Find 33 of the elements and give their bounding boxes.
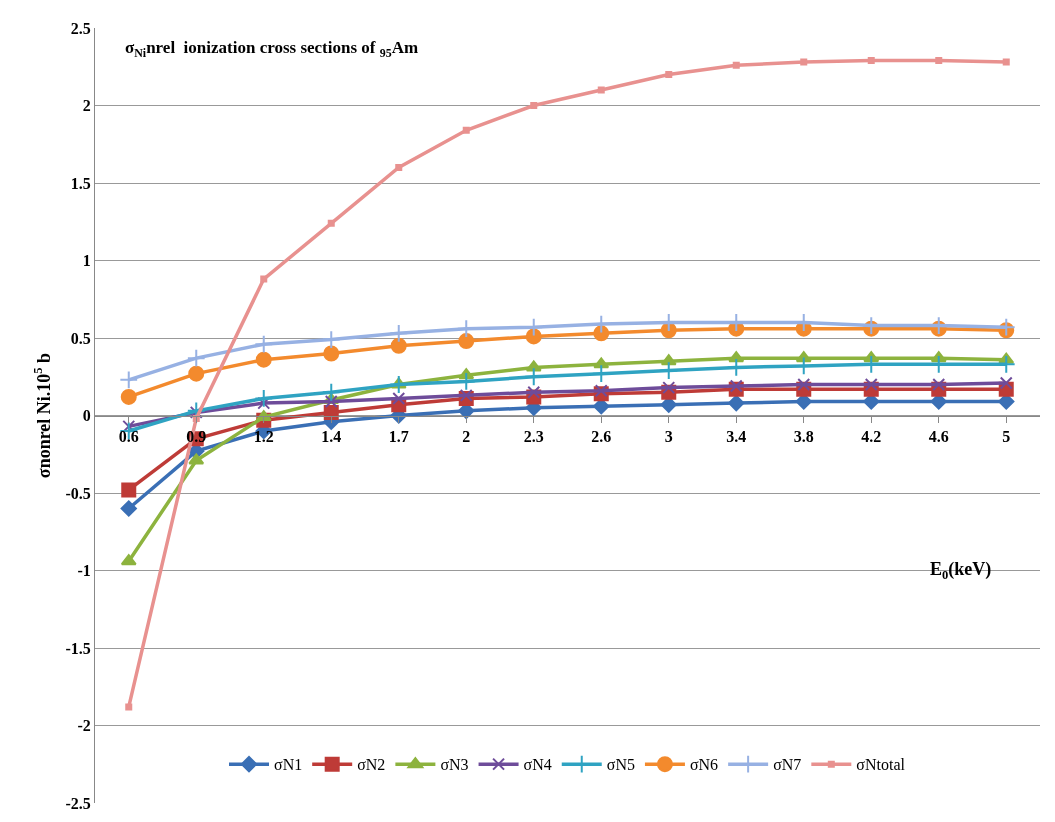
x-tick-label: 3 xyxy=(664,427,673,445)
x-tick-label: 1.4 xyxy=(321,427,342,445)
x-tick-label: 2.6 xyxy=(591,427,612,445)
legend-label: σN3 xyxy=(440,756,469,774)
y-tick-label: 2 xyxy=(82,97,91,115)
legend-label: σN2 xyxy=(357,756,386,774)
x-tick-label: 3.8 xyxy=(793,427,814,445)
legend-label: σN5 xyxy=(606,756,635,774)
x-tick-label: 4.6 xyxy=(928,427,949,445)
y-tick-label: -2.5 xyxy=(65,794,91,812)
x-tick-label: 4.2 xyxy=(861,427,882,445)
legend-label: σN1 xyxy=(274,756,303,774)
x-tick-label: 0.6 xyxy=(118,427,139,445)
y-tick-label: 1.5 xyxy=(70,174,91,192)
y-tick-label: 2.5 xyxy=(70,19,91,37)
y-tick-label: -1 xyxy=(77,562,91,580)
x-tick-label: 2 xyxy=(462,427,471,445)
legend-label: σN6 xyxy=(689,756,719,774)
x-tick-label: 2.3 xyxy=(523,427,544,445)
y-tick-label: 0 xyxy=(82,407,91,425)
text: σ$_{Ni}$nrel ionization cross sections of $_{95}$Am xyxy=(125,38,419,60)
y-tick-label: -1.5 xyxy=(65,639,91,657)
legend-label: σNtotal xyxy=(856,756,906,774)
y-tick-label: -0.5 xyxy=(65,484,91,502)
x-tick-label: 5 xyxy=(1002,427,1011,445)
x-tick-label: 1.7 xyxy=(388,427,409,445)
y-tick-label: -2 xyxy=(77,717,91,735)
y-tick-label: 0.5 xyxy=(70,329,91,347)
legend-label: σN4 xyxy=(523,756,552,774)
y-tick-label: 1 xyxy=(82,252,91,270)
x-tick-label: 3.4 xyxy=(726,427,747,445)
legend-label: σN7 xyxy=(773,756,802,774)
x-axis-title: E$_{0}$(keV) xyxy=(930,559,992,582)
